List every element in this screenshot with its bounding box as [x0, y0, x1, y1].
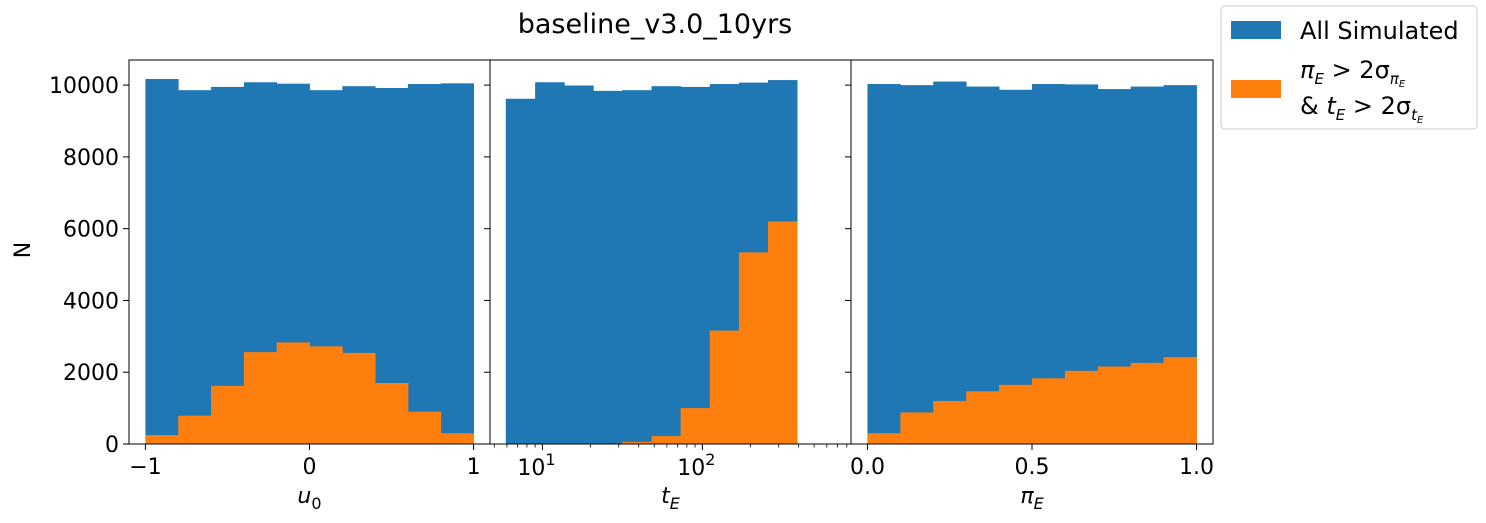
bar-selected — [767, 221, 798, 444]
y-axis-label: N — [11, 242, 36, 258]
bar-all-simulated — [211, 86, 245, 445]
legend: All Simulated πE > 2σπE & tE > 2σtE — [1220, 5, 1478, 130]
y-tick-label: 2000 — [63, 361, 119, 386]
x-axis-label: tE — [661, 484, 681, 513]
x-tick-label: 1.0 — [1179, 455, 1214, 480]
panel-3: 0.0 0.5 1.0 πE — [845, 59, 1214, 513]
bar-all-simulated — [867, 84, 901, 444]
bar-selected — [680, 408, 711, 444]
bar-selected — [276, 342, 310, 444]
bar-all-simulated — [505, 98, 536, 444]
bar-selected — [999, 384, 1033, 444]
bar-selected — [933, 400, 967, 444]
legend-swatch-all-simulated — [1231, 21, 1281, 39]
bar-selected — [243, 352, 278, 444]
bar-selected — [342, 352, 376, 444]
x-tick-label: 102 — [677, 450, 715, 481]
bar-selected — [407, 411, 442, 444]
bar-all-simulated — [535, 82, 565, 444]
bar-all-simulated — [651, 86, 681, 444]
chart-title: baseline_v3.0_10yrs — [518, 9, 793, 40]
bar-all-simulated — [900, 85, 934, 445]
bar-selected — [309, 346, 343, 444]
bar-selected — [375, 382, 409, 444]
y-tick-label: 0 — [105, 433, 119, 458]
bar-all-simulated — [564, 85, 594, 444]
bar-selected — [178, 415, 212, 444]
x-axis-label: πE — [1020, 484, 1044, 513]
x-tick-label: −1 — [129, 455, 161, 480]
bar-all-simulated — [933, 81, 967, 444]
bar-selected — [738, 252, 769, 444]
x-tick-label: 101 — [517, 450, 555, 481]
bar-all-simulated — [407, 84, 442, 444]
bar-all-simulated — [622, 90, 652, 445]
legend-label-selected-line1: πE > 2σπE — [1300, 56, 1406, 90]
bar-selected — [900, 412, 934, 444]
y-tick-label: 10000 — [49, 74, 119, 99]
y-tick-label: 4000 — [63, 289, 119, 314]
bar-all-simulated — [145, 79, 179, 445]
bar-selected — [1097, 366, 1132, 444]
bar-selected — [145, 435, 179, 444]
bar-selected — [1130, 362, 1165, 444]
bar-selected — [651, 436, 681, 444]
bar-selected — [211, 385, 245, 444]
bar-all-simulated — [440, 83, 474, 444]
legend-label-all-simulated: All Simulated — [1300, 17, 1459, 45]
bar-all-simulated — [680, 86, 711, 445]
bar-selected — [1163, 357, 1197, 444]
x-axis-label: u0 — [297, 484, 321, 513]
panel-2: 101 102 tE — [484, 59, 852, 513]
x-tick-label: 0.0 — [850, 455, 885, 480]
y-tick-label: 6000 — [63, 218, 119, 243]
bar-selected — [1064, 370, 1099, 444]
bar-all-simulated — [966, 86, 1000, 444]
bar-all-simulated — [593, 90, 623, 445]
legend-frame — [1220, 5, 1478, 130]
x-tick-label: 0 — [303, 455, 317, 480]
bar-selected — [440, 433, 474, 444]
legend-label-selected-line2: & tE > 2σtE — [1300, 92, 1424, 126]
bar-selected — [709, 330, 740, 444]
legend-swatch-selected — [1231, 80, 1281, 98]
x-tick-label: 0.5 — [1015, 455, 1050, 480]
y-tick-label: 8000 — [63, 146, 119, 171]
bar-selected — [622, 441, 652, 444]
panel-1: 0 2000 4000 6000 8000 10000 −1 0 1 u0 — [49, 59, 491, 513]
bar-all-simulated — [178, 90, 212, 445]
bar-selected — [867, 433, 901, 444]
bar-selected — [966, 391, 1000, 444]
bar-selected — [1032, 378, 1066, 444]
x-tick-label: 1 — [467, 455, 481, 480]
